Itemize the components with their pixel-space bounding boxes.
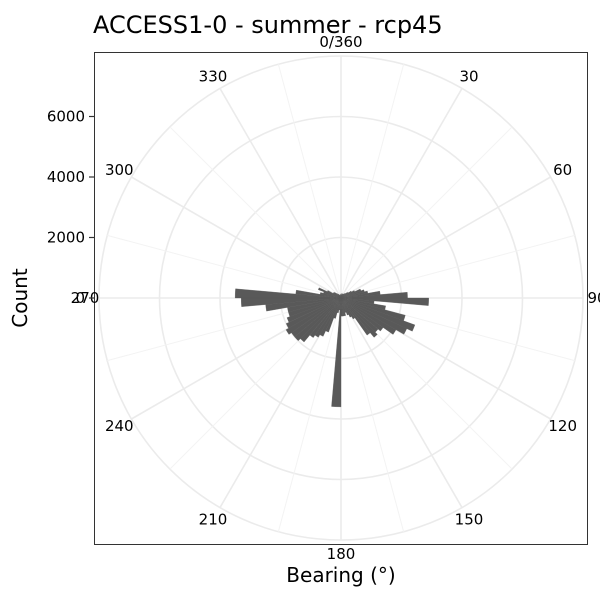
bar-120	[340, 297, 397, 335]
bar-115	[340, 297, 407, 335]
angle-label-240: 240	[105, 417, 134, 435]
bar-245	[286, 297, 342, 323]
y-axis-title: Count	[8, 268, 32, 328]
grid-spoke	[340, 176, 551, 299]
grid-spoke	[219, 88, 342, 299]
bar-140	[340, 297, 371, 336]
bars-group	[234, 287, 429, 408]
bar-155	[340, 297, 349, 316]
bar-125	[340, 297, 384, 332]
grid-spoke	[340, 297, 405, 532]
grid-spoke	[277, 64, 342, 299]
angle-label-0: 0/360	[319, 33, 362, 51]
grid-spoke	[107, 234, 342, 299]
grid-spoke	[277, 297, 342, 532]
x-axis-title: Bearing (°)	[286, 563, 395, 587]
y-tick-label: 4000	[47, 168, 85, 186]
angle-label-150: 150	[455, 511, 484, 529]
angle-label-270: 270	[71, 289, 100, 307]
bar-135	[340, 297, 378, 338]
y-tick-label: 0	[75, 289, 85, 307]
chart-title: ACCESS1-0 - summer - rcp45	[93, 11, 443, 39]
y-axis: 0 2000 4000 6000	[47, 108, 95, 307]
angle-label-120: 120	[548, 417, 577, 435]
bar-235	[285, 297, 342, 335]
grid-spoke	[340, 64, 405, 299]
angle-label-330: 330	[199, 67, 228, 85]
grid-spoke	[340, 88, 463, 299]
angle-label-180: 180	[327, 545, 356, 563]
bar-110	[340, 297, 416, 332]
polar-grid	[98, 55, 584, 541]
bar-180	[331, 297, 342, 408]
grid-spoke	[131, 176, 342, 299]
y-tick-label: 2000	[47, 229, 85, 247]
y-tick-label: 6000	[47, 108, 85, 126]
bar-145	[340, 297, 356, 320]
angle-label-90: 90	[587, 289, 600, 307]
angle-label-300: 300	[105, 161, 134, 179]
angle-label-60: 60	[553, 161, 572, 179]
angle-label-210: 210	[199, 511, 228, 529]
angle-labels: 0/360 30 60 90 120 150 180 210 240 270 300 330	[71, 33, 600, 563]
angle-label-30: 30	[459, 67, 478, 85]
grid-spoke	[340, 297, 463, 508]
bar-150	[340, 297, 352, 318]
grid-spoke	[169, 126, 342, 299]
grid-spoke	[340, 126, 513, 299]
grid-spoke	[340, 234, 575, 299]
bar-240	[285, 297, 342, 329]
